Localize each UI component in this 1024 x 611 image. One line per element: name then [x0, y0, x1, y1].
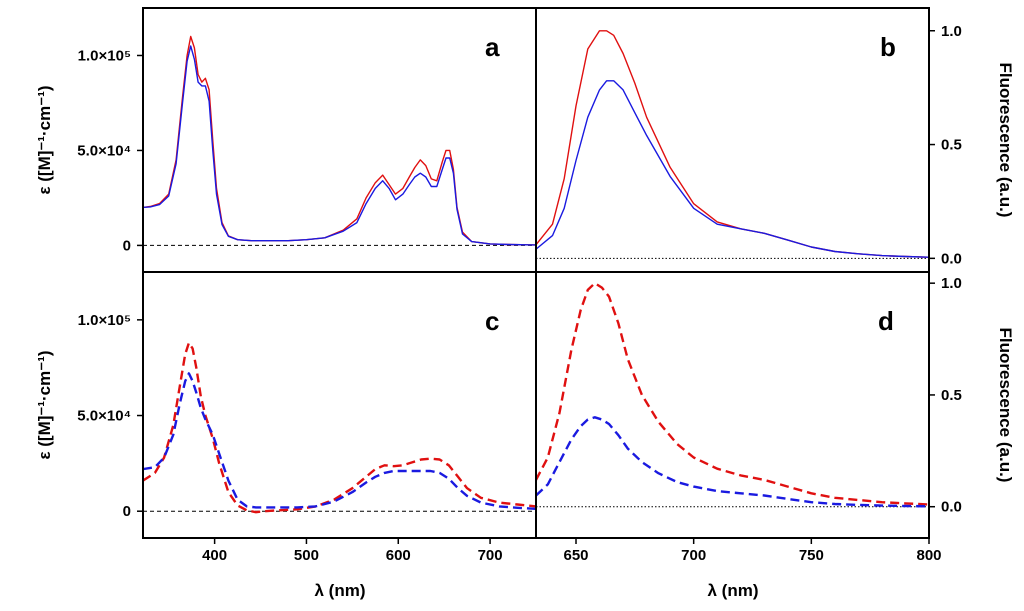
xtick-label-c-2: 600 [386, 547, 411, 564]
xlabel-left: λ (nm) [315, 581, 366, 600]
ylabel-bottom-left: ε ([M]⁻¹·cm⁻¹) [35, 350, 54, 459]
xtick-label-c-0: 400 [202, 547, 227, 564]
series-a-red [144, 35, 535, 246]
ylabel-top-right: Fluorescence (a.u.) [996, 63, 1015, 218]
series-b-red [537, 30, 928, 258]
xtick-label-d-1: 700 [681, 547, 706, 564]
ytick-label-c-0: 0 [123, 503, 131, 520]
ytick-label-d-1: 0.5 [941, 387, 962, 404]
panel-b-frame [535, 7, 930, 273]
series-c-red [144, 341, 535, 514]
ytick-label-a-2: 1.0×10⁵ [78, 47, 131, 64]
series-c-blue [144, 372, 535, 511]
ylabel-bottom-right: Fluorescence (a.u.) [996, 328, 1015, 483]
ytick-label-d-0: 0.0 [941, 499, 962, 516]
ylabel-top-left: ε ([M]⁻¹·cm⁻¹) [35, 85, 54, 194]
xtick-label-c-1: 500 [294, 547, 319, 564]
xtick-label-c-3: 700 [478, 547, 503, 564]
xtick-label-d-2: 750 [799, 547, 824, 564]
ytick-label-b-1: 0.5 [941, 137, 962, 154]
ytick-label-c-1: 5.0×10⁴ [77, 408, 131, 425]
panel-c-label: c [485, 306, 499, 336]
series-d-red [537, 282, 928, 506]
panel-d-label: d [878, 306, 894, 336]
ytick-label-b-2: 1.0 [941, 23, 962, 40]
series-b-blue [537, 80, 928, 258]
series-a-blue [144, 45, 535, 246]
xtick-label-d-3: 800 [916, 547, 941, 564]
ytick-label-a-0: 0 [123, 237, 131, 254]
xtick-label-d-0: 650 [563, 547, 588, 564]
ytick-label-b-0: 0.0 [941, 250, 962, 267]
ytick-label-a-1: 5.0×10⁴ [77, 142, 131, 159]
xlabel-right: λ (nm) [708, 581, 759, 600]
panel-b-label: b [880, 32, 896, 62]
ytick-label-c-2: 1.0×10⁵ [78, 312, 131, 329]
panel-d-frame [535, 271, 930, 539]
panel-a-label: a [485, 32, 500, 62]
series-d-blue [537, 416, 928, 508]
ytick-label-d-2: 1.0 [941, 275, 962, 292]
chart-marks: 0 5.0×10⁴ 1.0×10⁵ 0.0 0.5 1.0 0 5.0×10⁴ 1.0×10⁵ 4… [77, 23, 962, 564]
